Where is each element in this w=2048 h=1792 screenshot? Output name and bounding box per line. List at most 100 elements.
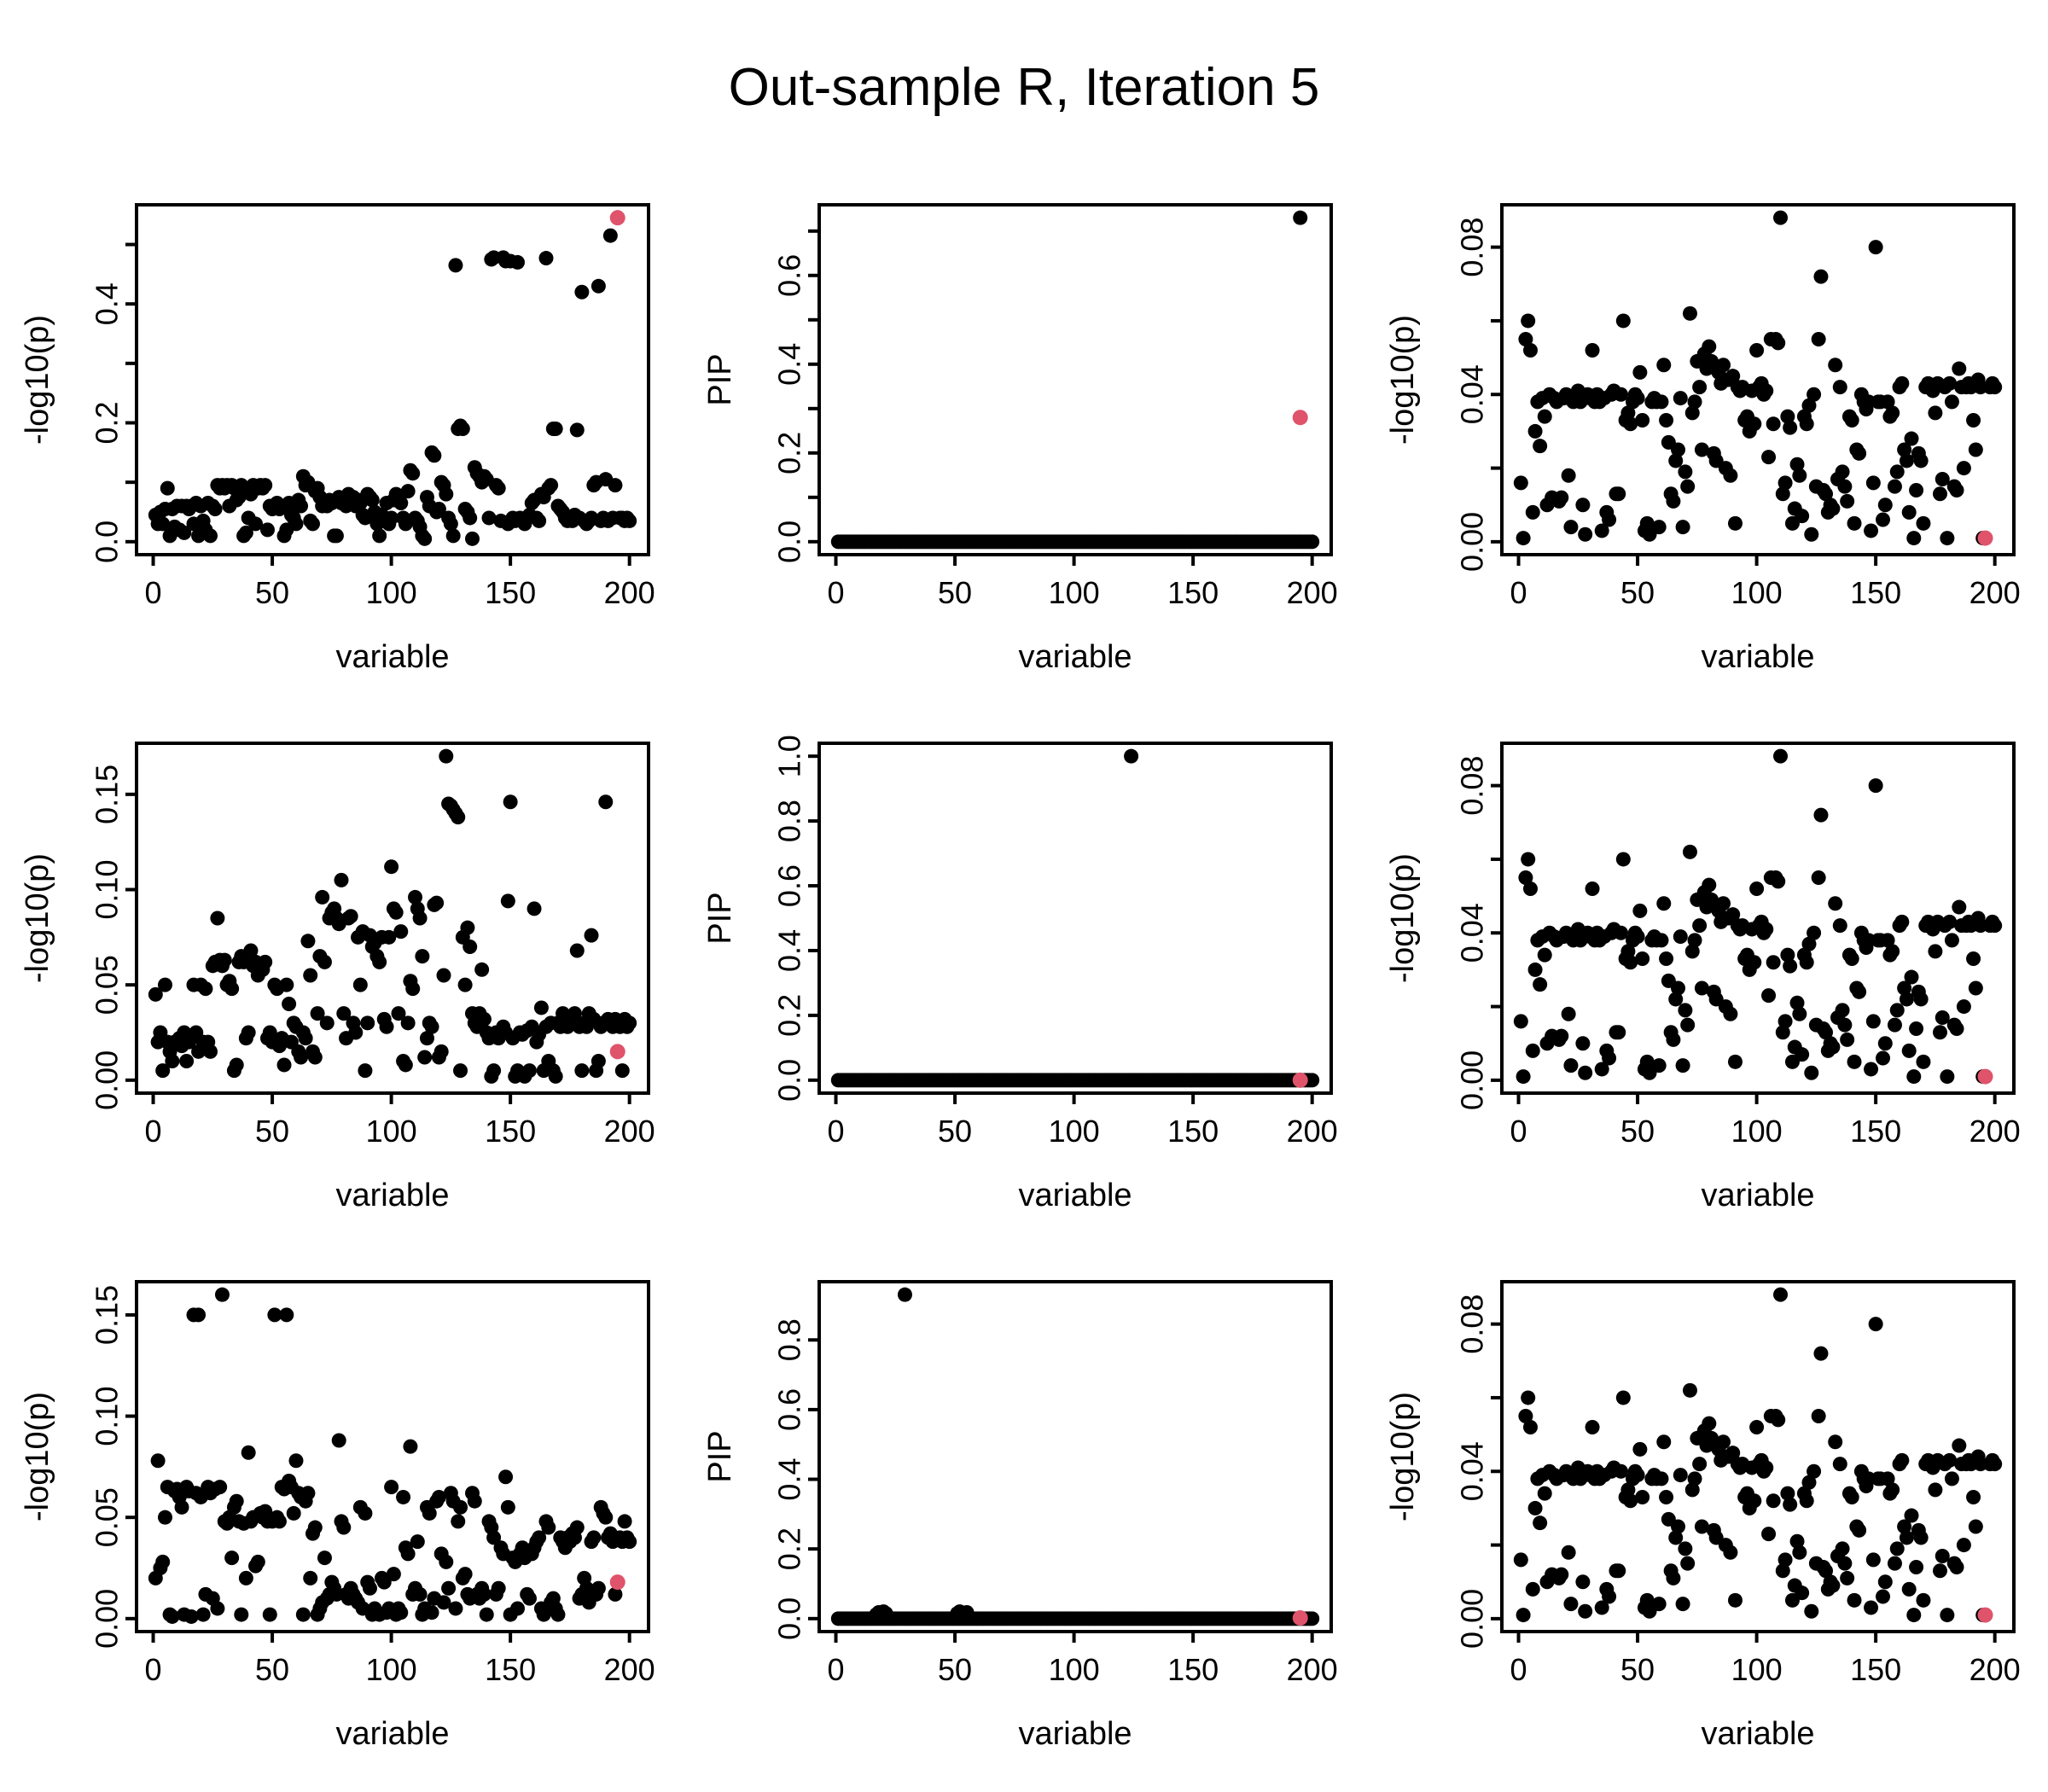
- data-point: [203, 1044, 218, 1059]
- data-point: [298, 1031, 313, 1046]
- data-point: [1897, 1519, 1912, 1534]
- x-tick-label: 200: [1287, 1652, 1338, 1687]
- data-point: [336, 1520, 352, 1535]
- data-point: [591, 1580, 606, 1596]
- data-point: [362, 1580, 377, 1596]
- data-point: [1894, 914, 1910, 929]
- x-tick-label: 0: [828, 1652, 845, 1687]
- data-point: [1847, 515, 1862, 531]
- data-point: [157, 1510, 172, 1525]
- plot-frame: [817, 1280, 1333, 1633]
- x-tick-label: 150: [1850, 575, 1901, 610]
- data-point: [398, 1057, 413, 1073]
- data-point: [498, 1469, 514, 1485]
- plot-row1-col3: 0 50 100 150 200 0.00 0.04 0.08 variable -log10(p…: [1385, 203, 2021, 675]
- data-point: [1673, 929, 1688, 945]
- data-point: [486, 1530, 502, 1545]
- y-tick-label: 0.00: [90, 1589, 125, 1649]
- data-point: [348, 1025, 364, 1040]
- data-point: [1771, 1412, 1786, 1428]
- data-point: [412, 911, 428, 926]
- data-point: [1807, 387, 1822, 402]
- data-point: [1513, 1552, 1528, 1568]
- data-point: [1675, 1058, 1690, 1073]
- data-point: [510, 1601, 526, 1616]
- data-point: [1563, 1597, 1579, 1612]
- data-point: [419, 1031, 434, 1046]
- data-point: [1521, 852, 1536, 867]
- data-point: [1832, 918, 1847, 934]
- data-point: [1906, 1608, 1922, 1623]
- data-point: [1966, 951, 1981, 966]
- data-point: [1852, 445, 1867, 461]
- data-point: [1578, 1065, 1593, 1080]
- data-point: [1668, 992, 1684, 1007]
- data-point: [544, 478, 559, 493]
- y-tick-label: 0.8: [772, 800, 807, 842]
- data-point: [1909, 1559, 1924, 1574]
- plot-row1-col2: 0 50 100 150 200 0.0 0.2 0.4 0.6 variable PIP: [702, 203, 1338, 675]
- data-point: [1522, 342, 1538, 358]
- data-point: [1725, 1446, 1741, 1461]
- data-point: [586, 1530, 602, 1545]
- data-point: [1825, 1039, 1841, 1055]
- data-point: [1630, 391, 1645, 406]
- data-point: [238, 525, 253, 540]
- data-point: [1615, 313, 1631, 329]
- y-tick-label: 0.15: [90, 1285, 125, 1345]
- data-point: [451, 810, 466, 825]
- data-point: [1956, 999, 1971, 1015]
- y-tick-label: 0.8: [772, 1318, 807, 1361]
- x-axis-label: variable: [1018, 1716, 1132, 1752]
- data-point: [521, 1591, 537, 1606]
- data-point: [532, 513, 547, 528]
- data-point: [1561, 468, 1576, 483]
- data-point: [1889, 1541, 1905, 1556]
- chart-title: Out-sample R, Iteration 5: [728, 58, 1320, 117]
- data-point: [1916, 1054, 1931, 1069]
- data-point: [1987, 918, 2003, 934]
- data-point: [1518, 1409, 1533, 1424]
- plot-row3-col2: 0 50 100 150 200 0.0 0.2 0.4 0.6 0.8 variable PIP: [702, 1280, 1338, 1752]
- data-point: [258, 478, 273, 493]
- data-point: [1844, 951, 1859, 966]
- data-point: [1671, 980, 1686, 996]
- data-point: [591, 278, 606, 294]
- data-point: [1840, 493, 1855, 509]
- y-tick-label: 0.0: [772, 1059, 807, 1102]
- data-point: [1659, 1489, 1674, 1504]
- data-point: [457, 1567, 473, 1582]
- data-point: [165, 1053, 180, 1068]
- x-axis-label: variable: [335, 1716, 449, 1752]
- data-point: [1783, 420, 1798, 435]
- data-point: [364, 492, 380, 508]
- data-point: [1678, 1003, 1693, 1018]
- data-point: [427, 448, 442, 463]
- data-point: [393, 496, 409, 511]
- data-point: [1687, 933, 1702, 948]
- x-tick-label: 150: [1167, 1114, 1219, 1149]
- data-point: [1680, 1017, 1696, 1033]
- data-point: [315, 889, 330, 905]
- plots-grid: 0 50 100 150 200 0.0 0.2 0.4 variable -log10(p) 0 5…: [0, 175, 2048, 1790]
- data-point: [1761, 1527, 1777, 1542]
- data-point: [1694, 442, 1709, 457]
- data-point: [1789, 457, 1805, 472]
- data-point: [1889, 1003, 1905, 1018]
- data-point: [1704, 892, 1719, 907]
- y-tick-label: 0.4: [772, 1458, 807, 1501]
- data-point: [1887, 479, 1902, 494]
- data-point: [1916, 515, 1931, 531]
- x-tick-label: 100: [1049, 575, 1100, 610]
- data-point: [1680, 479, 1696, 494]
- data-point: [1654, 933, 1669, 948]
- data-point: [602, 228, 618, 243]
- data-point: [1942, 914, 1958, 929]
- data-point: [1801, 1475, 1817, 1490]
- data-point: [1813, 1346, 1829, 1361]
- data-point: [622, 1534, 637, 1550]
- data-point: [1527, 423, 1543, 439]
- data-point: [1716, 896, 1731, 911]
- data-point: [1837, 1556, 1853, 1571]
- data-point: [476, 1011, 492, 1027]
